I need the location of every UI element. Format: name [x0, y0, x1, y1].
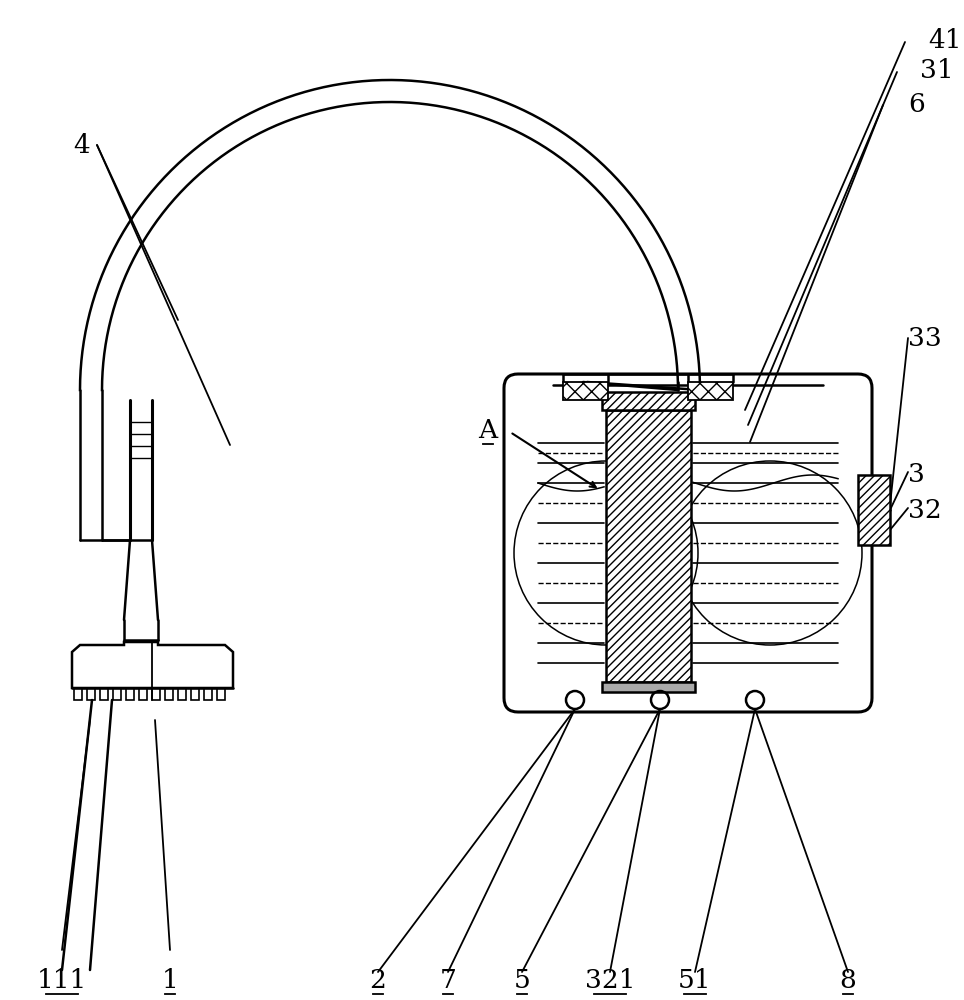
Text: 2: 2: [369, 968, 387, 993]
Text: 6: 6: [908, 92, 924, 117]
Text: 111: 111: [37, 968, 87, 993]
Text: 8: 8: [840, 968, 856, 993]
Polygon shape: [563, 382, 608, 400]
Text: 41: 41: [928, 28, 961, 53]
Text: A: A: [478, 418, 497, 443]
Polygon shape: [602, 392, 695, 410]
Text: 33: 33: [908, 326, 942, 351]
Polygon shape: [858, 475, 890, 545]
Text: 32: 32: [908, 498, 942, 523]
Polygon shape: [602, 682, 695, 692]
Text: 1: 1: [162, 968, 178, 993]
Text: 51: 51: [679, 968, 711, 993]
Text: 31: 31: [920, 58, 953, 83]
Text: 7: 7: [440, 968, 456, 993]
Polygon shape: [688, 382, 733, 400]
Text: 321: 321: [585, 968, 635, 993]
Polygon shape: [606, 410, 691, 682]
Text: 4: 4: [73, 133, 91, 158]
Text: 5: 5: [514, 968, 530, 993]
Text: 3: 3: [908, 462, 924, 487]
